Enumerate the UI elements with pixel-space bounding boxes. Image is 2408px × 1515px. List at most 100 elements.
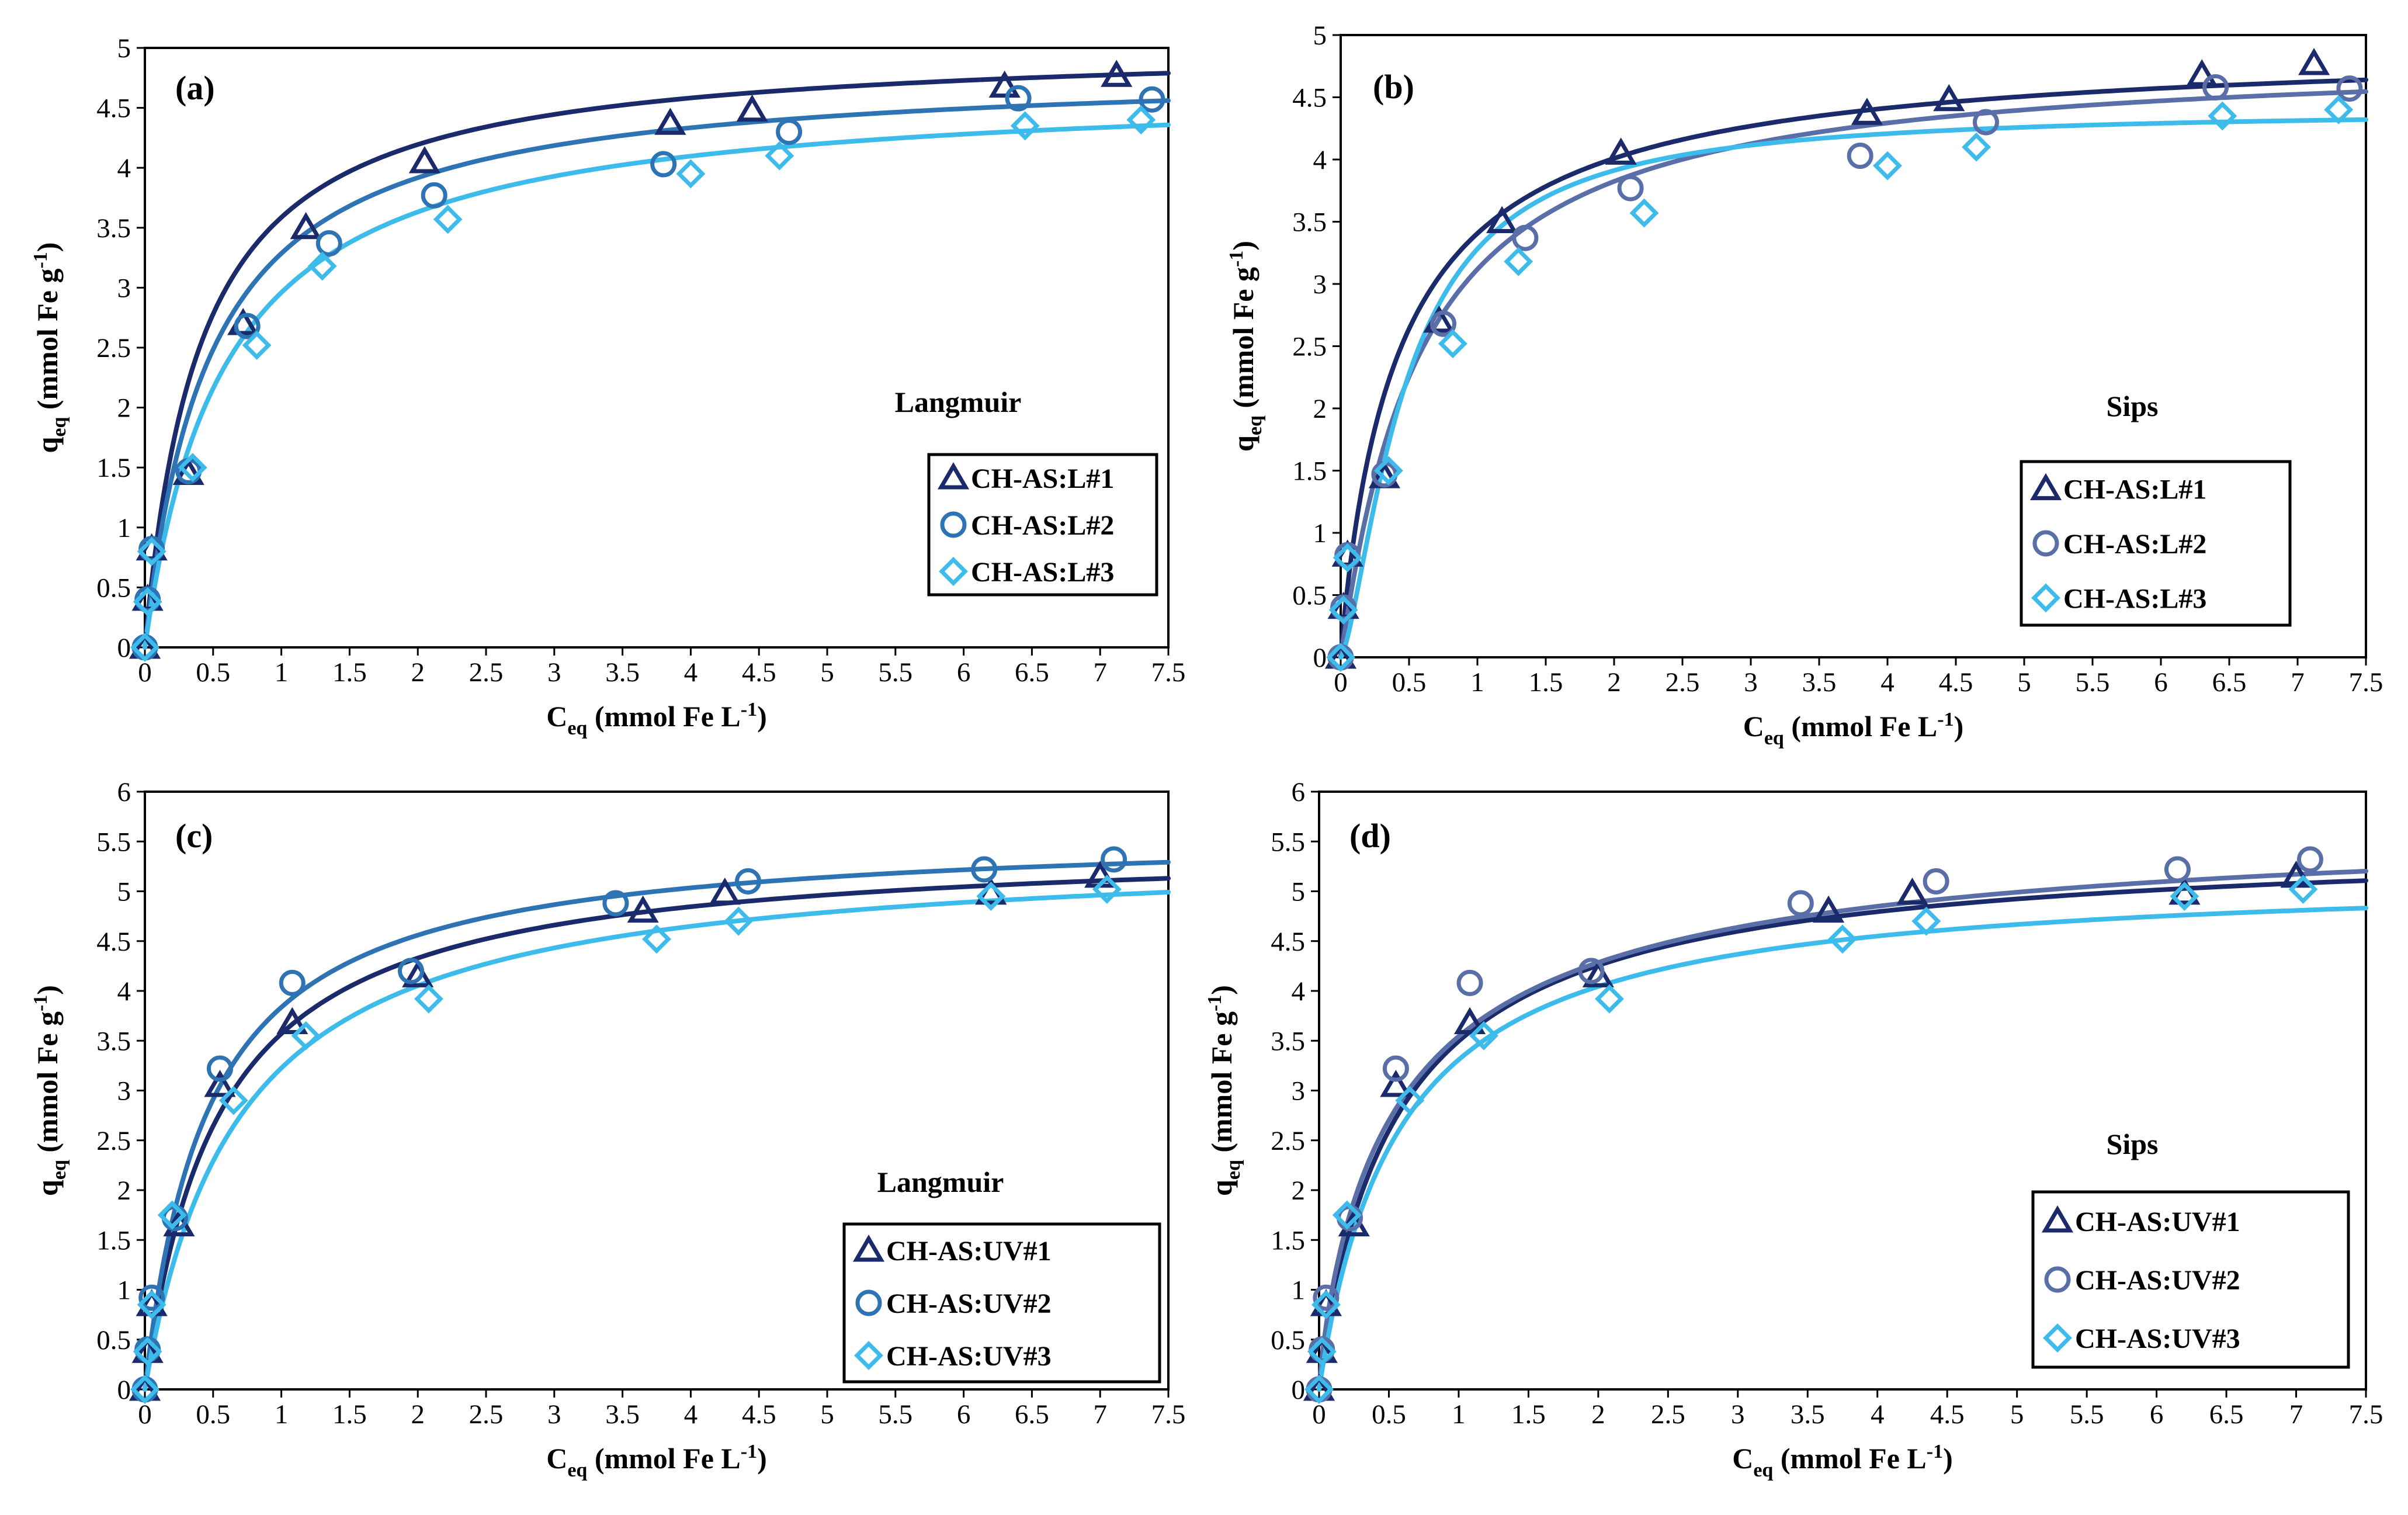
x-tick-label: 5 bbox=[820, 657, 834, 688]
panel-3: 0 0.5 1 1.5 2 2.5 3 3.5 4 4.5 5 5.5 6 0 0.5 1 1.5 2 2.5 3 3.… bbox=[30, 777, 1185, 1481]
legend-marker bbox=[939, 557, 968, 586]
x-tick-label: 1 bbox=[1470, 667, 1484, 698]
data-point-ch-as-l-3 bbox=[307, 251, 337, 281]
x-tick-label: 6 bbox=[2150, 1399, 2164, 1430]
y-axis-title-end: ) bbox=[31, 985, 64, 995]
y-tick-label: 1 bbox=[117, 513, 131, 543]
y-tick-label: 5 bbox=[1292, 877, 1306, 907]
x-axis-title-main: C bbox=[1732, 1442, 1753, 1475]
data-point-ch-as-l-3 bbox=[676, 159, 706, 189]
legend-entry-label: CH-AS:L#1 bbox=[2063, 474, 2206, 505]
legend-entry-label: CH-AS:L#1 bbox=[971, 463, 1114, 494]
y-tick-label: 0 bbox=[117, 633, 131, 663]
y-tick-label: 4.5 bbox=[1292, 83, 1327, 113]
y-axis-title-main: q bbox=[31, 436, 64, 453]
x-tick-label: 2 bbox=[411, 1399, 425, 1430]
x-tick-label: 7.5 bbox=[2349, 667, 2383, 698]
data-point-ch-as-uv-3 bbox=[2288, 875, 2318, 904]
x-axis-title-rest: (mmol Fe L bbox=[587, 700, 740, 733]
legend-marker bbox=[2029, 473, 2062, 501]
y-axis-title-main: q bbox=[1205, 1180, 1238, 1196]
data-point-ch-as-uv-3 bbox=[414, 984, 443, 1014]
x-tick-label: 0 bbox=[1334, 667, 1348, 698]
y-tick-label: 6 bbox=[1292, 777, 1306, 807]
fit-curve-ch-as-l-3 bbox=[1338, 117, 2368, 660]
data-point-ch-as-uv-2 bbox=[2164, 856, 2191, 883]
data-point-ch-as-l-3 bbox=[2208, 101, 2237, 131]
y-tick-label: 2.5 bbox=[96, 333, 131, 363]
y-tick-label: 1.5 bbox=[96, 453, 131, 483]
x-tick-label: 4 bbox=[1871, 1399, 1885, 1430]
legend-entry-label: CH-AS:L#2 bbox=[971, 510, 1114, 541]
y-tick-label: 3 bbox=[117, 1076, 131, 1107]
y-tick-label: 4.5 bbox=[1271, 927, 1305, 957]
data-point-ch-as-uv-1 bbox=[1453, 1007, 1486, 1035]
data-point-ch-as-l-3 bbox=[1504, 247, 1533, 276]
data-point-ch-as-uv-3 bbox=[724, 906, 754, 936]
data-point-ch-as-l-3 bbox=[133, 587, 162, 616]
panel-label: (d) bbox=[1349, 817, 1391, 855]
x-tick-label: 6 bbox=[2154, 667, 2168, 698]
x-axis-title-end: ) bbox=[757, 700, 767, 733]
y-tick-label: 6 bbox=[117, 777, 131, 807]
panel-2: 0 0.5 1 1.5 2 2.5 3 3.5 4 4.5 5 0 0.5 1 1.5 2 2.5 3 3.5 4 4.… bbox=[1226, 20, 2383, 749]
x-axis-title-end: ) bbox=[757, 1442, 767, 1475]
y-axis-title-sup: -1 bbox=[30, 995, 51, 1011]
x-axis-title-main: C bbox=[1743, 710, 1764, 743]
x-tick-label: 1 bbox=[275, 657, 289, 688]
x-tick-label: 0.5 bbox=[1372, 1399, 1406, 1430]
x-tick-label: 5 bbox=[820, 1399, 834, 1430]
legend-marker bbox=[855, 1289, 882, 1316]
y-tick-label: 5 bbox=[117, 877, 131, 907]
data-point-ch-as-uv-2 bbox=[1382, 1055, 1409, 1082]
x-tick-label: 0 bbox=[138, 1399, 152, 1430]
legend-entry-label: CH-AS:UV#1 bbox=[2075, 1207, 2240, 1237]
data-point-ch-as-uv-3 bbox=[1307, 1337, 1337, 1367]
fit-curve-ch-as-uv-2 bbox=[143, 859, 1171, 1392]
y-tick-label: 5.5 bbox=[96, 827, 131, 857]
data-point-ch-as-l-1 bbox=[2186, 59, 2218, 86]
x-tick-label: 3 bbox=[547, 1399, 561, 1430]
x-tick-label: 4 bbox=[684, 1399, 698, 1430]
x-tick-label: 4.5 bbox=[1930, 1399, 1965, 1430]
y-tick-label: 2 bbox=[117, 393, 131, 424]
data-point-ch-as-uv-1 bbox=[1582, 960, 1614, 987]
y-tick-label: 0.5 bbox=[96, 573, 131, 603]
fit-curve-ch-as-uv-3 bbox=[1317, 906, 2368, 1392]
data-point-ch-as-uv-2 bbox=[971, 856, 998, 883]
y-tick-label: 1 bbox=[1292, 1275, 1306, 1306]
x-axis-title-main: C bbox=[546, 700, 567, 733]
y-tick-label: 0.5 bbox=[96, 1325, 131, 1355]
fit-curve-ch-as-uv-1 bbox=[1317, 878, 2368, 1392]
y-axis-title-end: ) bbox=[1205, 985, 1238, 995]
legend-marker bbox=[2032, 530, 2059, 557]
data-point-ch-as-uv-1 bbox=[709, 877, 741, 905]
data-point-ch-as-l-2 bbox=[234, 313, 261, 339]
model-label: Langmuir bbox=[877, 1166, 1004, 1198]
model-label: Langmuir bbox=[895, 386, 1022, 418]
x-axis-title-rest: (mmol Fe L bbox=[1773, 1442, 1926, 1475]
x-tick-label: 7.5 bbox=[2349, 1399, 2383, 1430]
x-axis-title-sup: -1 bbox=[1937, 709, 1954, 730]
data-point-ch-as-uv-1 bbox=[402, 960, 434, 987]
y-tick-label: 2.5 bbox=[1271, 1126, 1305, 1156]
fit-curve-ch-as-uv-1 bbox=[143, 876, 1171, 1392]
y-tick-label: 4 bbox=[1313, 145, 1327, 175]
x-tick-label: 5 bbox=[2017, 667, 2031, 698]
y-tick-label: 0.5 bbox=[1292, 581, 1327, 611]
y-tick-label: 4 bbox=[117, 153, 131, 183]
x-tick-label: 3.5 bbox=[605, 1399, 640, 1430]
y-tick-label: 0 bbox=[1292, 1375, 1306, 1405]
data-point-ch-as-l-3 bbox=[1438, 329, 1467, 359]
x-tick-label: 6.5 bbox=[1015, 1399, 1049, 1430]
data-point-ch-as-l-3 bbox=[1010, 111, 1040, 141]
data-point-ch-as-l-2 bbox=[1617, 175, 1644, 202]
x-axis-title-sup: -1 bbox=[1927, 1441, 1943, 1462]
data-point-ch-as-l-2 bbox=[1139, 86, 1165, 113]
x-axis-title-rest: (mmol Fe L bbox=[587, 1442, 740, 1475]
x-tick-label: 3.5 bbox=[605, 657, 640, 688]
legend-entry-label: CH-AS:UV#3 bbox=[886, 1341, 1052, 1372]
legend-marker bbox=[852, 1235, 885, 1262]
x-tick-label: 4 bbox=[1880, 667, 1895, 698]
data-point-ch-as-uv-2 bbox=[1787, 890, 1814, 917]
